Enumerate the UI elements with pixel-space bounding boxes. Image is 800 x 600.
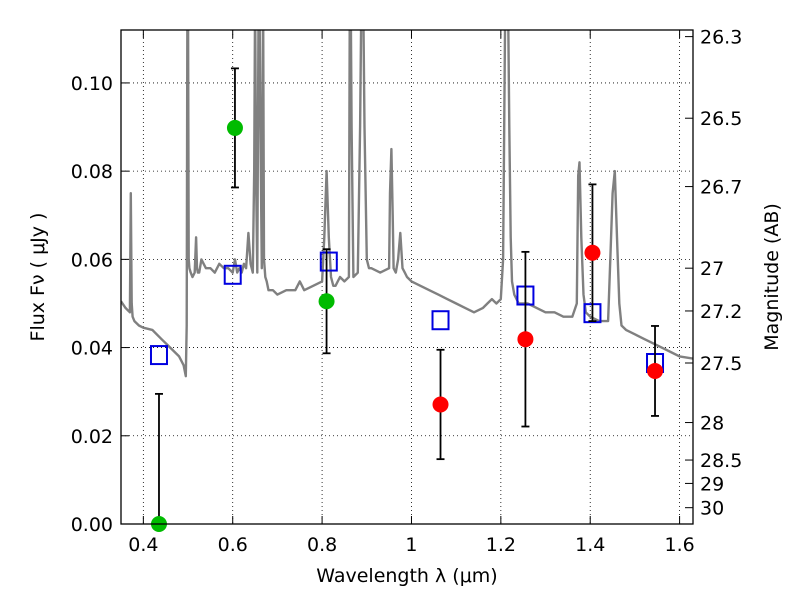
observed-flux-point — [432, 396, 449, 413]
x-axis-label: Wavelength λ (μm) — [316, 565, 497, 587]
x-tick-label: 1.6 — [664, 534, 694, 556]
y-axis-label: Flux Fν ( μJy ) — [27, 213, 49, 342]
y-tick-label: 0.08 — [71, 161, 113, 183]
marker-layer — [149, 67, 665, 532]
magnitude-tick-label: 29 — [700, 473, 724, 495]
y-tick-label: 0.00 — [71, 514, 113, 536]
observed-flux-point — [647, 362, 664, 379]
observed-flux-point — [226, 119, 243, 136]
x-tick-label: 0.4 — [128, 534, 158, 556]
y-tick-label: 0.06 — [71, 249, 113, 271]
model-band-flux-marker — [149, 345, 168, 366]
observed-flux-point — [517, 331, 534, 348]
observed-flux-point — [584, 244, 601, 261]
x-tick-label: 1.2 — [486, 534, 516, 556]
magnitude-tick-label: 27.5 — [700, 353, 742, 375]
y2-axis-label: Magnitude (AB) — [761, 203, 783, 351]
model-band-flux-marker — [223, 264, 242, 285]
magnitude-tick-label: 27.2 — [700, 301, 742, 323]
model-band-flux-marker — [431, 310, 450, 331]
model-band-flux-marker — [319, 251, 338, 272]
magnitude-tick-label: 28 — [700, 413, 724, 435]
y-tick-label: 0.10 — [71, 73, 113, 95]
y-tick-label: 0.02 — [71, 426, 113, 448]
model-spectrum-line — [121, 30, 693, 378]
magnitude-tick-label: 28.5 — [700, 450, 742, 472]
magnitude-tick-label: 27 — [700, 258, 724, 280]
x-tick-label: 1.4 — [575, 534, 605, 556]
data-layer — [121, 30, 693, 378]
x-tick-label: 1 — [405, 534, 417, 556]
axes: 0.4 0.6 0.8 1 1.2 1.4 1.6 0.00 0.02 0.04 0.06 0.08 0… — [71, 27, 743, 556]
x-tick-label: 0.6 — [218, 534, 248, 556]
magnitude-tick-label: 26.3 — [700, 27, 742, 49]
observed-flux-point — [318, 293, 335, 310]
x-tick-label: 0.8 — [307, 534, 337, 556]
magnitude-tick-label: 30 — [700, 498, 724, 520]
plot-frame — [120, 29, 694, 525]
magnitude-tick-label: 26.7 — [700, 177, 742, 199]
y-tick-label: 0.04 — [71, 338, 113, 360]
magnitude-tick-label: 26.5 — [700, 108, 742, 130]
